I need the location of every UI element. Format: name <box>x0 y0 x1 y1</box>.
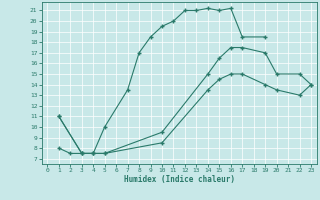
X-axis label: Humidex (Indice chaleur): Humidex (Indice chaleur) <box>124 175 235 184</box>
